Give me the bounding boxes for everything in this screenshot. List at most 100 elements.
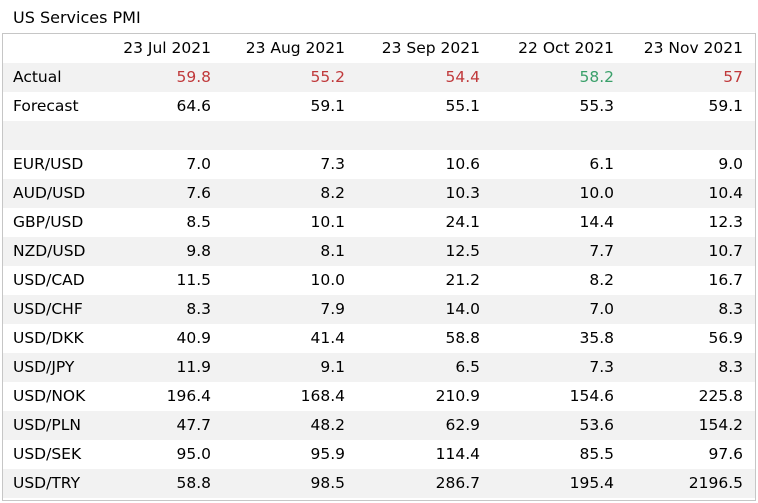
table-cell: 7.3: [320, 155, 345, 173]
table-row: NZD/USD 9.8 8.1 12.5 7.7 10.7: [3, 237, 755, 266]
actual-row: Actual 59.8 55.2 54.4 58.2 57: [3, 63, 755, 92]
table-cell: 10.7: [626, 237, 755, 266]
table-cell: 7.3: [492, 353, 626, 382]
table-cell: 8.3: [97, 295, 223, 324]
table-cell: 11.5: [176, 271, 211, 289]
row-label: USD/DKK: [13, 329, 84, 347]
forecast-value: 59.1: [310, 97, 345, 115]
table-cell: 21.2: [445, 271, 480, 289]
table-cell: 11.9: [97, 353, 223, 382]
forecast-value: 55.1: [445, 97, 480, 115]
column-header: 23 Aug 2021: [223, 34, 357, 63]
row-label: USD/TRY: [3, 469, 97, 498]
table-cell: 10.3: [357, 179, 492, 208]
spacer-cell: [3, 121, 755, 150]
table-cell: 98.5: [223, 469, 357, 498]
row-label: Actual: [3, 63, 97, 92]
table-cell: 9.0: [718, 155, 743, 173]
row-label: GBP/USD: [13, 213, 84, 231]
table-cell: 35.8: [579, 329, 614, 347]
table-row: AUD/USD 7.6 8.2 10.3 10.0 10.4: [3, 179, 755, 208]
table-cell: 154.6: [569, 387, 614, 405]
table-cell: 8.2: [223, 179, 357, 208]
table-cell: 286.7: [357, 469, 492, 498]
actual-value: 57: [626, 63, 755, 92]
table-cell: 97.6: [708, 445, 743, 463]
forecast-row: Forecast 64.6 59.1 55.1 55.3 59.1: [3, 92, 755, 121]
table-cell: 10.6: [445, 155, 480, 173]
actual-value: 59.8: [97, 63, 223, 92]
table-cell: 195.4: [492, 469, 626, 498]
table-row: USD/NOK 196.4 168.4 210.9 154.6 225.8: [3, 382, 755, 411]
table-row: USD/SEK 95.0 95.9 114.4 85.5 97.6: [3, 440, 755, 469]
table-cell: 16.7: [708, 271, 743, 289]
column-header: 22 Oct 2021: [492, 34, 626, 63]
table-row: GBP/USD 8.5 10.1 24.1 14.4 12.3: [3, 208, 755, 237]
row-label: USD/SEK: [13, 445, 82, 463]
actual-value: 55.2: [223, 63, 357, 92]
table-cell: 12.5: [357, 237, 492, 266]
table-cell: 8.3: [626, 353, 755, 382]
row-label: USD/CAD: [13, 271, 85, 289]
table-cell: 10.0: [310, 271, 345, 289]
table-cell: 53.6: [492, 411, 626, 440]
table-cell: 85.5: [579, 445, 614, 463]
table-cell: 8.5: [186, 213, 211, 231]
row-label: USD/JPY: [3, 353, 97, 382]
table-cell: 6.5: [357, 353, 492, 382]
table-cell: 41.4: [310, 329, 345, 347]
table-cell: 8.2: [589, 271, 614, 289]
table-cell: 7.9: [223, 295, 357, 324]
table-cell: 7.0: [492, 295, 626, 324]
table-cell: 8.1: [223, 237, 357, 266]
forecast-value: 55.3: [579, 97, 614, 115]
actual-value: 58.2: [492, 63, 626, 92]
table-cell: 225.8: [698, 387, 743, 405]
table-row: USD/DKK 40.9 41.4 58.8 35.8 56.9: [3, 324, 755, 353]
row-label: NZD/USD: [3, 237, 97, 266]
table-cell: 14.0: [357, 295, 492, 324]
table-row: USD/CHF 8.3 7.9 14.0 7.0 8.3: [3, 295, 755, 324]
table-cell: 62.9: [357, 411, 492, 440]
table-row: EUR/USD 7.0 7.3 10.6 6.1 9.0: [3, 150, 755, 179]
table-cell: 7.0: [186, 155, 211, 173]
table-cell: 10.4: [626, 179, 755, 208]
table-cell: 7.7: [492, 237, 626, 266]
table-cell: 196.4: [166, 387, 211, 405]
table-cell: 114.4: [435, 445, 480, 463]
table-cell: 58.8: [97, 469, 223, 498]
forecast-value: 59.1: [708, 97, 743, 115]
row-label: Forecast: [13, 97, 79, 115]
column-header: 23 Sep 2021: [357, 34, 492, 63]
table-row: USD/TRY 58.8 98.5 286.7 195.4 2196.5: [3, 469, 755, 498]
table-cell: 47.7: [97, 411, 223, 440]
table-row: USD/PLN 47.7 48.2 62.9 53.6 154.2: [3, 411, 755, 440]
table-cell: 9.8: [97, 237, 223, 266]
table-cell: 154.2: [626, 411, 755, 440]
table-cell: 48.2: [223, 411, 357, 440]
page-title: US Services PMI: [13, 8, 141, 27]
row-label: EUR/USD: [13, 155, 84, 173]
table-cell: 56.9: [708, 329, 743, 347]
actual-value: 54.4: [357, 63, 492, 92]
table-row: USD/CAD 11.5 10.0 21.2 8.2 16.7: [3, 266, 755, 295]
table-row: USD/JPY 11.9 9.1 6.5 7.3 8.3: [3, 353, 755, 382]
table-cell: 40.9: [176, 329, 211, 347]
table-cell: 58.8: [445, 329, 480, 347]
row-label: USD/NOK: [13, 387, 86, 405]
forecast-value: 64.6: [176, 97, 211, 115]
row-label: USD/CHF: [3, 295, 97, 324]
table-cell: 10.0: [492, 179, 626, 208]
table-cell: 24.1: [445, 213, 480, 231]
table-cell: 2196.5: [626, 469, 755, 498]
table-cell: 95.9: [310, 445, 345, 463]
table-cell: 210.9: [435, 387, 480, 405]
row-label: USD/PLN: [3, 411, 97, 440]
pmi-table: 23 Jul 2021 23 Aug 2021 23 Sep 2021 22 O…: [3, 34, 755, 498]
row-label: AUD/USD: [3, 179, 97, 208]
header-row: 23 Jul 2021 23 Aug 2021 23 Sep 2021 22 O…: [3, 34, 755, 63]
table-cell: 168.4: [300, 387, 345, 405]
table-cell: 12.3: [708, 213, 743, 231]
table-cell: 8.3: [626, 295, 755, 324]
column-header: 23 Nov 2021: [626, 34, 755, 63]
